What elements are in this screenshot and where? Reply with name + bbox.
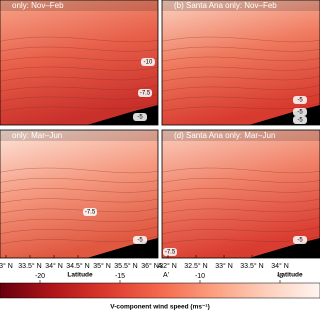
x-tick-label: 33° N [215,262,233,270]
contour-line [0,188,159,193]
contour-line [161,178,320,183]
contour-line [161,226,320,234]
title-box [162,0,320,11]
x-tick-label: 34.5° N [66,262,89,270]
panel-title: only: Mar–Jun [12,131,62,140]
panel-title: (d) Santa Ana only: Mar–Jun [174,131,275,140]
contour-label: -10 [144,60,153,66]
contour-line [0,226,159,234]
contour-line [161,36,320,43]
x-tick-label: 32° N [159,262,177,270]
contour-label-box [293,96,307,104]
colorbar-tick-label: -20 [35,273,45,280]
colorbar-tick-label: -5 [277,273,283,280]
contour-label: -5 [297,118,303,124]
panel-field [162,130,320,258]
contour-label: -7.5 [85,210,96,216]
contour-label: -5 [297,98,303,104]
contour-line [161,46,320,52]
contour-label-box [138,89,152,97]
contour-line [0,85,159,92]
contour-label-box [293,236,307,244]
contour-line [161,188,320,193]
section-end-label: A' [163,272,169,279]
contour-label-box [163,248,177,256]
x-tick-label: 34° N [271,262,289,270]
contour-label: -5 [297,110,303,116]
colorbar-title: V-component wind speed (ms⁻¹) [110,304,210,311]
panel-frame [0,129,159,259]
title-box [162,130,320,141]
contour-label: -7.5 [165,250,176,256]
panel-frame [161,0,320,126]
panel-title: (b) Santa Ana only: Nov–Feb [174,1,277,10]
contour-label-box [83,208,97,216]
contour-label-box [133,113,147,121]
x-tick-label: 36° N [141,262,159,270]
x-tick-label: 35.5° N [114,262,137,270]
x-axis-label: Latitude [67,272,93,279]
contour-line [0,94,159,102]
section-end-label: A [158,263,163,270]
panel-title: only: Nov–Feb [12,1,64,10]
x-tick-label: 34° N [45,262,63,270]
contour-label: -7.5 [140,91,151,97]
x-tick-label: 32.5° N [184,262,207,270]
contour-line [0,198,159,204]
contour-line [161,208,320,214]
contour-line [0,76,159,82]
contour-line [161,167,320,174]
colorbar-tick-label: -15 [115,273,125,280]
contour-line [0,46,159,52]
contour-line [161,66,320,72]
panel-field [0,130,158,258]
contour-line [0,36,159,43]
colorbar-tick-label: -10 [195,273,205,280]
x-tick-label: 33.5° N [240,262,263,270]
panel-frame [0,0,159,126]
title-box [0,130,158,141]
x-tick-label: 33.5° N [18,262,41,270]
contour-line [0,178,159,183]
contour-line [0,103,159,112]
contour-label-box [141,58,155,66]
x-tick-label: 35° N [93,262,111,270]
x-axis-label: Latitude [277,272,303,279]
contour-line [161,56,320,62]
colorbar [0,282,320,299]
x-tick-label: 3° N [0,262,13,270]
contour-line [161,103,320,112]
panel-frame [161,129,320,259]
contour-line [0,66,159,72]
contour-label: -5 [137,115,143,121]
panel-field [162,0,320,125]
contour-line [0,167,159,174]
contour-line [161,217,320,224]
title-box [0,0,158,11]
contour-label: -5 [137,238,143,244]
contour-line [161,198,320,204]
panel-field [0,0,158,125]
contour-line [0,217,159,224]
contour-line [161,76,320,82]
contour-line [161,85,320,92]
contour-label-box [293,116,307,124]
contour-label-box [293,108,307,116]
contour-label: -5 [297,238,303,244]
contour-label-box [133,236,147,244]
